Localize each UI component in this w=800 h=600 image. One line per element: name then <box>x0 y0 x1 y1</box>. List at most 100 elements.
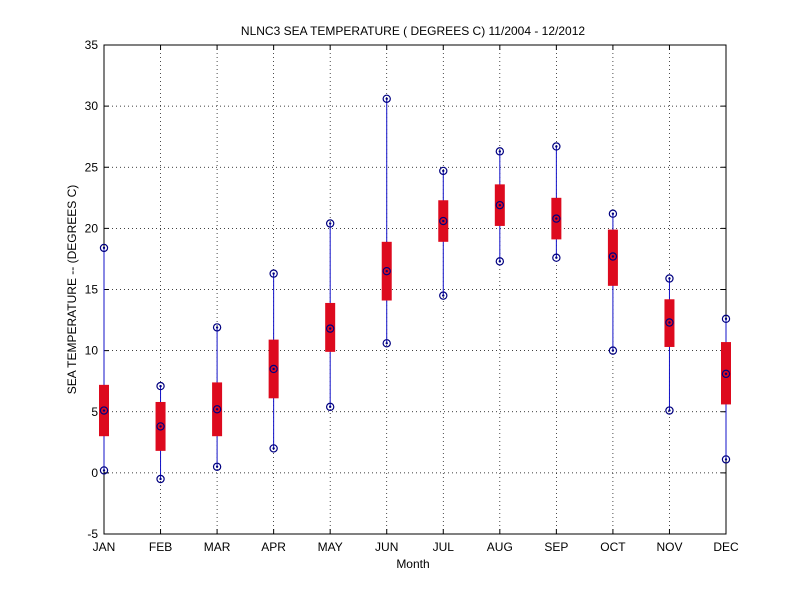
y-axis-label: SEA TEMPERATURE -- (DEGREES C) <box>65 185 79 395</box>
iqr-box <box>607 229 618 286</box>
max-marker <box>721 314 731 324</box>
max-marker <box>212 323 222 332</box>
max-marker <box>495 147 505 156</box>
box-series <box>99 94 731 484</box>
median-marker-dot <box>611 255 615 258</box>
median-marker <box>721 369 731 379</box>
median-marker <box>156 422 165 431</box>
max-marker-dot <box>611 212 615 215</box>
box-group-jul <box>438 166 449 300</box>
chart-title: NLNC3 SEA TEMPERATURE ( DEGREES C) 11/20… <box>241 24 585 38</box>
max-marker <box>382 94 391 103</box>
min-marker <box>212 462 222 471</box>
min-marker <box>99 466 109 475</box>
max-marker-dot <box>498 150 502 153</box>
x-tick-label: OCT <box>600 540 626 554</box>
x-tick-label: MAY <box>318 540 343 554</box>
median-marker <box>325 324 335 333</box>
x-tick-label: NOV <box>656 540 682 554</box>
min-marker <box>495 257 505 266</box>
max-marker <box>552 142 561 151</box>
axis-ticks: -5 0 5 10 15 20 25 30 35 JAN FEB MAR APR MAY JUN JUL AUG… <box>85 38 739 554</box>
median-marker-dot <box>498 203 502 207</box>
x-tick-label: FEB <box>149 540 172 554</box>
median-marker-dot <box>442 219 445 223</box>
box-group-may <box>325 219 336 412</box>
min-marker-dot <box>668 409 671 412</box>
max-marker <box>439 166 448 176</box>
median-marker-dot <box>159 425 162 428</box>
max-marker <box>325 219 335 228</box>
min-marker <box>382 339 391 348</box>
box-group-aug <box>494 147 505 266</box>
max-marker-dot <box>215 326 219 329</box>
y-tick-label: 10 <box>85 344 99 358</box>
max-marker <box>269 269 278 278</box>
min-marker <box>552 253 561 262</box>
median-marker <box>99 406 109 415</box>
grid-lines <box>104 45 726 534</box>
min-marker <box>665 406 674 415</box>
min-marker-dot <box>555 256 558 259</box>
max-marker-dot <box>724 317 728 321</box>
max-marker-dot <box>385 97 388 100</box>
box-group-mar <box>212 323 223 471</box>
median-marker-dot <box>385 269 388 273</box>
max-marker-dot <box>272 272 275 275</box>
max-marker-dot <box>328 222 332 225</box>
y-tick-label: 25 <box>85 160 99 174</box>
max-marker <box>99 243 109 253</box>
median-marker-dot <box>668 321 671 324</box>
max-marker <box>665 274 674 283</box>
min-marker-dot <box>102 469 106 472</box>
max-marker-dot <box>442 169 445 173</box>
max-marker-dot <box>668 277 671 280</box>
x-tick-label: JUN <box>375 540 398 554</box>
min-marker-dot <box>272 447 275 450</box>
box-group-apr <box>268 269 279 453</box>
median-marker <box>495 200 505 210</box>
max-marker <box>156 381 165 391</box>
box-group-nov <box>664 274 675 415</box>
x-tick-label: MAR <box>204 540 231 554</box>
median-marker <box>439 216 448 226</box>
box-group-jan <box>99 243 109 475</box>
box-group-jun <box>381 94 392 348</box>
y-tick-label: 15 <box>85 283 99 297</box>
min-marker <box>439 291 448 300</box>
min-marker <box>721 455 731 464</box>
max-marker <box>608 209 618 218</box>
min-marker-dot <box>385 342 388 345</box>
y-tick-label: 35 <box>85 38 99 52</box>
median-marker <box>382 266 391 276</box>
median-marker-dot <box>215 408 219 411</box>
x-axis-label: Month <box>396 557 429 571</box>
median-marker <box>665 318 674 327</box>
median-marker <box>608 252 618 261</box>
x-tick-label: JUL <box>433 540 455 554</box>
y-tick-label: 20 <box>85 221 99 235</box>
median-marker <box>269 364 278 374</box>
median-marker-dot <box>272 367 275 371</box>
median-marker-dot <box>724 372 728 376</box>
min-marker-dot <box>442 294 445 297</box>
x-tick-label: SEP <box>544 540 568 554</box>
min-marker-dot <box>611 349 615 352</box>
max-marker-dot <box>555 145 558 148</box>
y-tick-label: -5 <box>87 527 98 541</box>
min-marker <box>325 402 335 412</box>
min-marker <box>269 444 278 453</box>
iqr-box <box>325 302 336 352</box>
x-tick-label: JAN <box>93 540 116 554</box>
box-group-oct <box>607 209 618 355</box>
min-marker-dot <box>159 477 162 481</box>
median-marker <box>212 405 222 414</box>
median-marker <box>552 214 561 223</box>
box-group-feb <box>155 381 166 484</box>
x-tick-label: AUG <box>487 540 513 554</box>
max-marker-dot <box>102 246 106 250</box>
min-marker-dot <box>498 260 502 263</box>
min-marker-dot <box>724 458 728 461</box>
box-group-dec <box>721 314 731 464</box>
